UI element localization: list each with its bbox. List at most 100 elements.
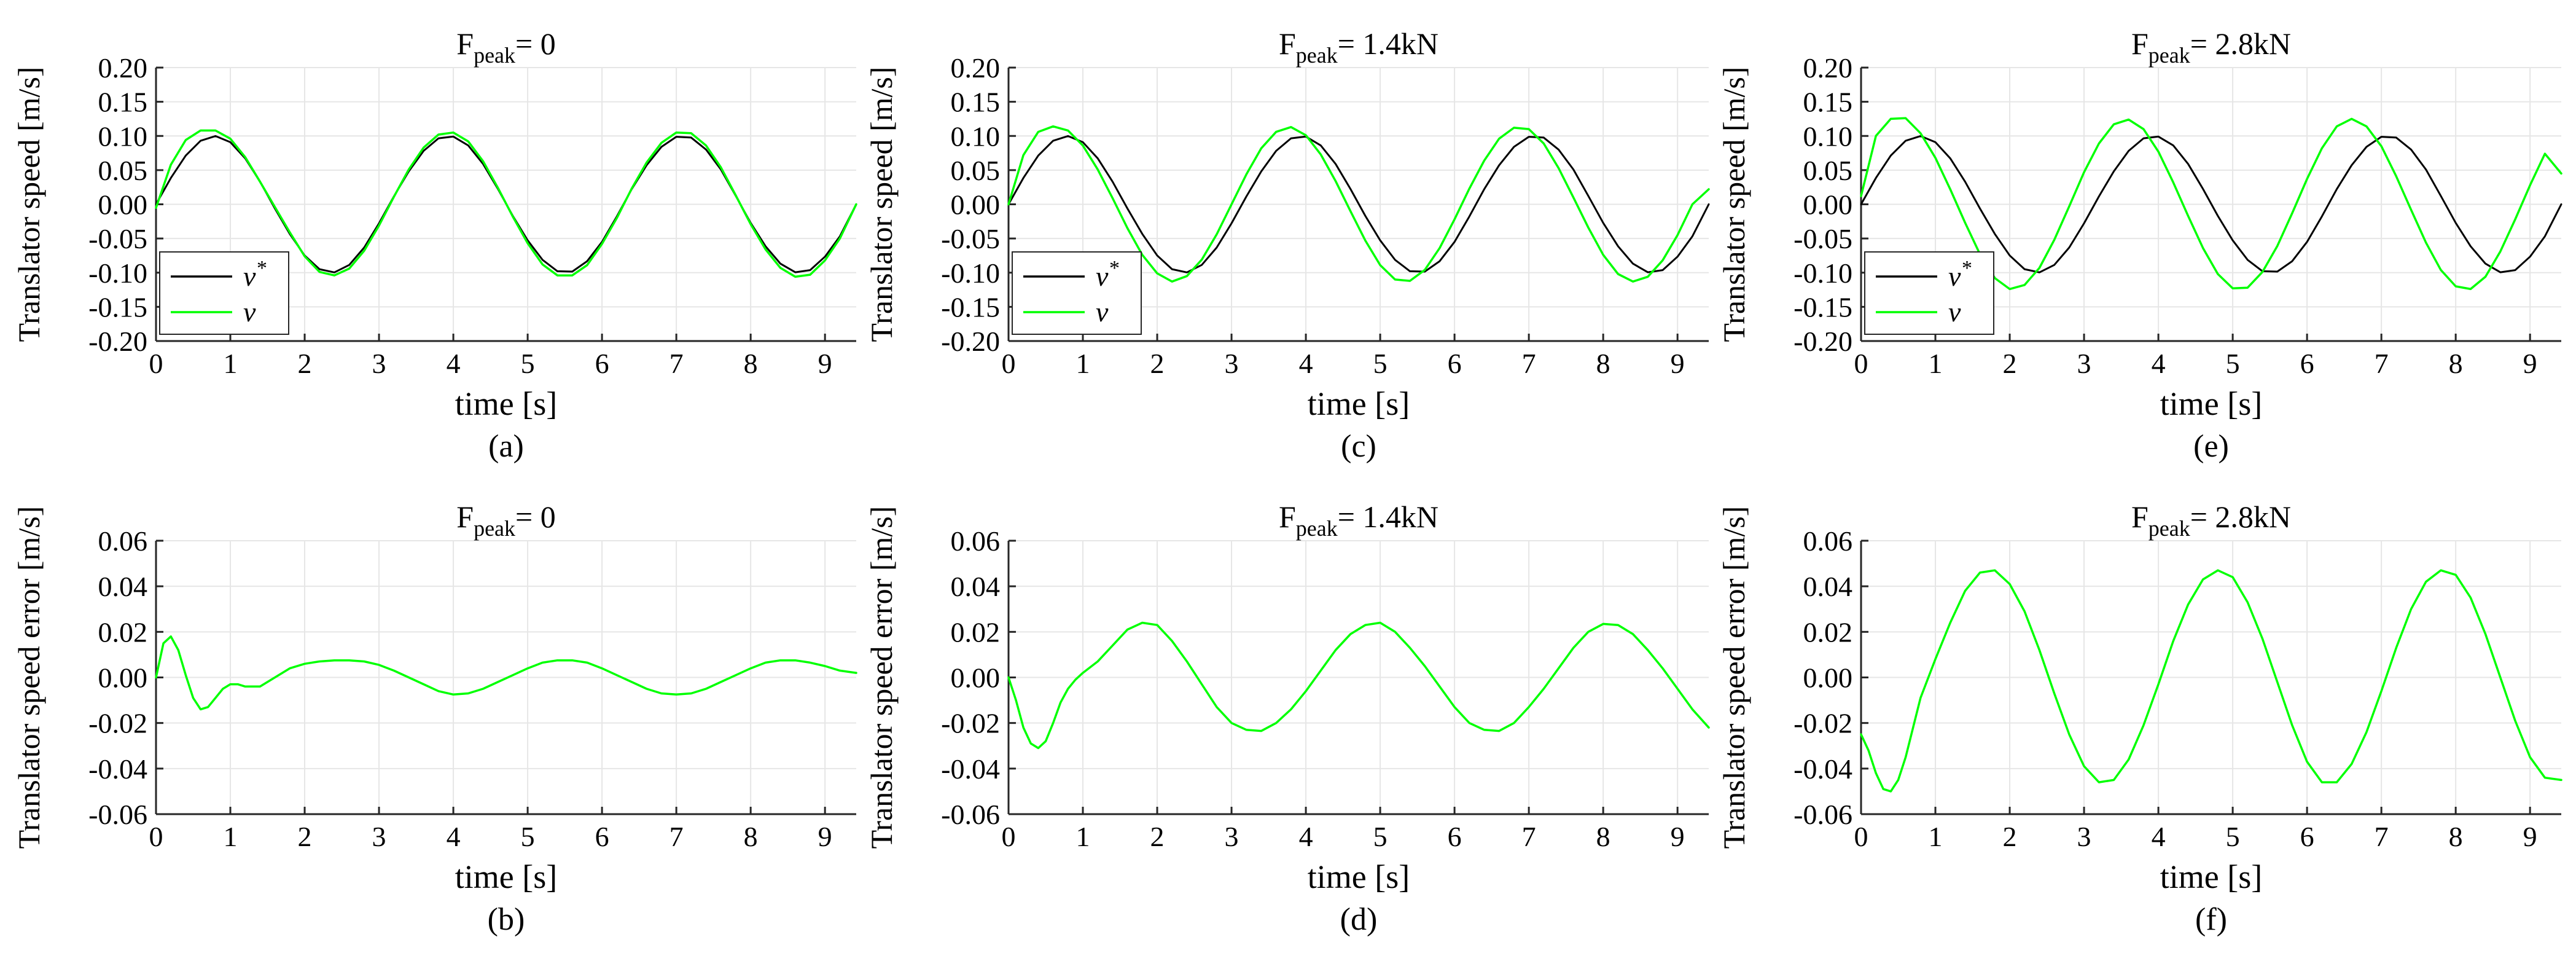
legend-label: v*	[1096, 257, 1118, 292]
y-tick-label: 0.00	[951, 189, 1001, 221]
y-tick-label: 0.10	[1803, 120, 1853, 152]
series-line-v-1	[155, 129, 857, 278]
series-line-v-1	[1860, 117, 2562, 291]
x-tick-label: 4	[2152, 821, 2166, 852]
title-suffix: = 2.8kN	[2190, 500, 2291, 534]
title-subscript: peak	[1296, 43, 1338, 68]
x-tick-label: 7	[2375, 821, 2389, 852]
y-tick-label: 0.06	[951, 525, 1001, 557]
y-tick-label: 0.15	[1803, 87, 1853, 118]
chart-panel-5: 0 1 2 3 4 5 6 7 8 9 -0.06 -0.04 -0.02 0.00 0.02 0.04 0.0…	[1717, 500, 2562, 937]
y-tick-label: 0.00	[1803, 662, 1853, 694]
x-tick-label: 3	[2077, 348, 2091, 379]
panel-caption: (f)	[2195, 902, 2227, 937]
y-tick-label: 0.10	[98, 120, 148, 152]
legend-label: v	[243, 296, 256, 328]
chart-panel-2: 0 1 2 3 4 5 6 7 8 9-0.20-0.15-0.10-0.050.000.050.…	[1717, 26, 2562, 464]
y-tick-label: 0.02	[98, 616, 148, 648]
y-tick-label: -0.06	[88, 799, 147, 830]
y-axis-label: Translator speed [m/s]	[864, 66, 899, 342]
y-tick-label: 0.20	[1803, 52, 1853, 84]
x-axis-label: time [s]	[2160, 858, 2262, 895]
x-tick-label: 9	[2523, 821, 2537, 852]
x-tick-label: 0	[1002, 348, 1016, 379]
x-tick-label: 3	[1225, 821, 1239, 852]
y-tick-label: 0.20	[98, 52, 148, 84]
legend-box	[1864, 251, 1994, 335]
x-tick-label: 0	[1002, 821, 1016, 852]
x-tick-label: 1	[1076, 348, 1090, 379]
legend: v*v	[1864, 251, 1994, 335]
y-tick-label: -0.10	[88, 257, 147, 289]
y-tick-label: 0.15	[98, 87, 148, 118]
x-tick-label: 7	[669, 348, 684, 379]
x-tick-label: 9	[818, 348, 832, 379]
x-tick-label: 7	[1522, 821, 1536, 852]
y-tick-label: -0.05	[1793, 223, 1852, 254]
x-axis-label: time [s]	[1308, 385, 1410, 422]
title-subscript: peak	[2149, 43, 2190, 68]
y-tick-label: -0.05	[88, 223, 147, 254]
title-subscript: peak	[474, 43, 515, 68]
x-tick-label: 1	[1929, 821, 1943, 852]
panel-caption: (a)	[488, 429, 524, 464]
y-tick-label: 0.02	[1803, 616, 1853, 648]
y-axis-label: Translator speed [m/s]	[12, 66, 46, 342]
x-tick-label: 9	[2523, 348, 2537, 379]
title-prefix: F	[2131, 26, 2149, 61]
panel-caption: (e)	[2193, 429, 2229, 464]
series-line-error-0	[155, 635, 857, 711]
title-subscript: peak	[474, 516, 515, 541]
chart-panel-0: 0 1 2 3 4 5 6 7 8 9-0.20-0.15-0.10-0.050.000.050.…	[12, 26, 857, 464]
y-axis-label: Translator speed [m/s]	[1717, 66, 1751, 342]
chart-panel-1: 0 1 2 3 4 5 6 7 8 9-0.20-0.15-0.10-0.050.000.050.…	[864, 26, 1710, 464]
x-tick-label: 0	[1854, 348, 1868, 379]
x-tick-label: 5	[2226, 348, 2240, 379]
series-line-error-0	[1007, 621, 1710, 750]
title-prefix: F	[2131, 500, 2149, 534]
legend-label: v	[1096, 296, 1109, 328]
x-tick-label: 5	[1373, 821, 1388, 852]
y-tick-label: 0.04	[1803, 571, 1853, 602]
x-tick-label: 2	[298, 821, 312, 852]
chart-title: Fpeak= 0	[456, 500, 555, 541]
legend-label-main: v	[1948, 261, 1961, 292]
x-tick-label: 6	[1448, 348, 1462, 379]
x-tick-label: 5	[2226, 821, 2240, 852]
y-tick-label: 0.00	[951, 662, 1001, 694]
x-tick-label: 3	[372, 821, 386, 852]
x-tick-label: 1	[224, 821, 238, 852]
x-tick-label: 0	[149, 821, 163, 852]
y-tick-label: 0.20	[951, 52, 1001, 84]
x-tick-label: 8	[744, 348, 758, 379]
x-tick-label: 6	[595, 348, 609, 379]
title-suffix: = 0	[515, 500, 556, 534]
legend-label-main: v	[243, 261, 256, 292]
y-tick-label: -0.20	[941, 326, 1000, 357]
x-tick-label: 4	[1299, 821, 1313, 852]
x-tick-label: 8	[1596, 821, 1610, 852]
title-subscript: peak	[1296, 516, 1338, 541]
y-tick-label: -0.15	[941, 291, 1000, 323]
chart-panel-4: 0 1 2 3 4 5 6 7 8 9 -0.06 -0.04 -0.02 0.00 0.02 0.04 0.0…	[864, 500, 1710, 937]
x-tick-label: 5	[1373, 348, 1388, 379]
y-tick-label: -0.04	[1793, 753, 1852, 785]
y-tick-label: -0.10	[941, 257, 1000, 289]
legend: v*v	[159, 251, 289, 335]
y-tick-label: -0.02	[1793, 708, 1852, 739]
x-axis-label: time [s]	[2160, 385, 2262, 422]
legend-label-main: v	[1096, 261, 1109, 292]
y-tick-label: -0.15	[1793, 291, 1852, 323]
x-tick-label: 6	[595, 821, 609, 852]
chart-title: Fpeak= 2.8kN	[2131, 26, 2291, 68]
legend-box	[159, 251, 289, 335]
x-tick-label: 2	[1150, 348, 1165, 379]
x-tick-label: 9	[1671, 348, 1685, 379]
legend-label-superscript: *	[1108, 257, 1118, 280]
y-tick-label: -0.10	[1793, 257, 1852, 289]
x-axis-label: time [s]	[1308, 858, 1410, 895]
title-prefix: F	[1279, 26, 1296, 61]
chart-title: Fpeak= 2.8kN	[2131, 500, 2291, 541]
y-axis-label: Translator speed error [m/s]	[864, 506, 899, 849]
